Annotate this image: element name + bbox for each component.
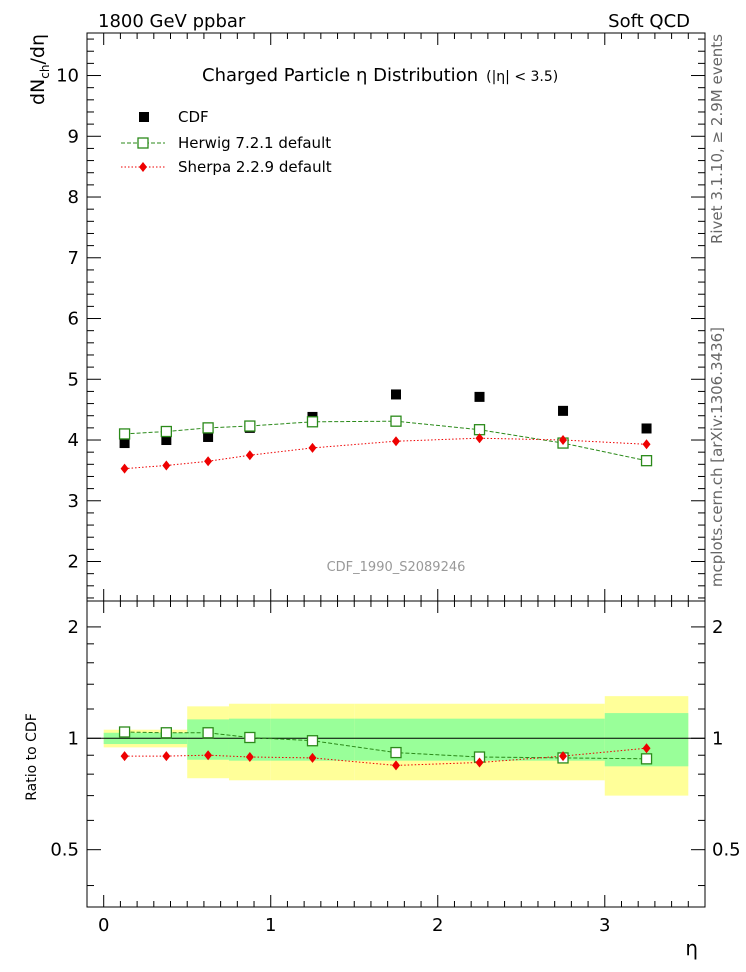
legend: CDF Herwig 7.2.1 default Sherpa 2.2.9 de… [121, 108, 332, 176]
sherpa-ratio-point-8 [642, 743, 651, 754]
ratio-y-tick-label-right-2: 2 [712, 617, 723, 638]
ratio-y-tick-label-right-1: 1 [712, 728, 723, 749]
x-tick-label-2: 2 [432, 915, 443, 936]
sherpa-point-4 [308, 442, 317, 453]
ylabel-dn: dN [27, 79, 49, 105]
herwig-point-6 [473, 424, 486, 436]
herwig-ratio-point-2 [202, 727, 214, 739]
sherpa-point-2 [204, 456, 213, 467]
legend-label-cdf: CDF [178, 108, 209, 126]
mcplots-label: mcplots.cern.ch [arXiv:1306.3436] [708, 327, 726, 587]
y-tick-label-0: 2 [68, 552, 79, 573]
herwig-point-8 [640, 455, 653, 467]
y-tick-label-7: 9 [68, 126, 79, 147]
cdf-point-6 [474, 391, 485, 402]
sherpa-point-8 [642, 439, 651, 450]
cdf-point-8 [641, 423, 652, 434]
x-tick-label-3: 3 [599, 915, 610, 936]
ratio-y-tick-label-2: 2 [68, 617, 79, 638]
legend-marker-cdf [139, 112, 149, 122]
y-tick-label-5: 7 [68, 248, 79, 269]
sherpa-point-6 [475, 433, 484, 444]
plot-title-main: Charged Particle η Distribution [202, 65, 478, 86]
herwig-point-0 [118, 428, 131, 440]
sherpa-ratio-point-2 [204, 750, 213, 761]
cdf-point-7 [558, 405, 569, 416]
herwig-ratio-point-3 [244, 731, 256, 744]
herwig-point-4 [306, 416, 319, 428]
herwig-point-2 [202, 422, 214, 434]
sherpa-ratio-point-3 [245, 752, 254, 763]
herwig-ratio-point-0 [118, 726, 131, 738]
ylabel-tail: /dη [27, 34, 49, 65]
y-tick-label-4: 6 [68, 309, 79, 330]
herwig-ratio-point-4 [306, 735, 319, 747]
main-y-axis-title: dNch/dη [27, 34, 52, 105]
herwig-ratio-point-5 [390, 746, 402, 759]
cdf-point-5 [391, 389, 401, 400]
ratio-plot-frame [86, 600, 706, 908]
herwig-point-5 [390, 415, 402, 427]
sherpa-point-5 [392, 436, 400, 447]
herwig-ratio-point-8 [640, 753, 653, 765]
herwig-ratio-point-1 [160, 727, 172, 739]
legend-label-sherpa: Sherpa 2.2.9 default [178, 158, 332, 176]
plot-title: Charged Particle η Distribution (|η| < 3.… [202, 65, 558, 86]
cdf-point-0 [119, 438, 130, 449]
sherpa-point-3 [245, 450, 254, 461]
ratio-y-tick-label-1: 1 [68, 728, 79, 749]
herwig-point-3 [244, 420, 256, 432]
sherpa-point-0 [120, 463, 129, 474]
legend-marker-herwig [137, 137, 149, 149]
header-right: Soft QCD [608, 11, 690, 32]
plot-title-note: (|η| < 3.5) [486, 69, 558, 85]
y-tick-label-8: 10 [56, 66, 79, 87]
ratio-y-axis-title: Ratio to CDF [24, 713, 40, 801]
sherpa-point-7 [559, 435, 568, 446]
x-axis-title: η [685, 936, 698, 960]
sherpa-point-1 [162, 460, 171, 471]
sherpa-ratio-point-4 [308, 752, 317, 763]
ratio-y-tick-label-right-0: 0.5 [712, 840, 741, 861]
sherpa-ratio-point-5 [392, 760, 400, 771]
y-tick-label-6: 8 [68, 187, 79, 208]
y-tick-label-3: 5 [68, 369, 79, 390]
herwig-point-1 [160, 425, 172, 438]
legend-marker-sherpa [139, 162, 147, 172]
sherpa-ratio-point-7 [559, 751, 568, 762]
sherpa-ratio-point-6 [475, 757, 484, 768]
ylabel-sub: ch [38, 65, 52, 79]
x-tick-label-0: 0 [98, 915, 109, 936]
axis-tick-labels: 0 1 2 3 2 3 4 5 6 7 8 9 10 0.5 0.5 1 1 2 2 [50, 66, 740, 936]
ratio-uncertainty-bands [103, 696, 689, 796]
analysis-id: CDF_1990_S2089246 [327, 560, 466, 575]
data-points [118, 389, 653, 771]
y-tick-label-2: 4 [68, 430, 79, 451]
axis-ticks [87, 33, 705, 907]
ratio-y-tick-label-0: 0.5 [50, 840, 79, 861]
y-tick-label-1: 3 [68, 491, 79, 512]
header-left: 1800 GeV ppbar [98, 11, 246, 32]
rivet-label: Rivet 3.1.10, ≥ 2.9M events [708, 34, 726, 244]
cdf-point-2 [203, 431, 214, 442]
x-tick-label-1: 1 [265, 915, 276, 936]
sherpa-ratio-point-0 [120, 751, 129, 762]
legend-label-herwig: Herwig 7.2.1 default [178, 134, 331, 152]
sherpa-ratio-point-1 [162, 751, 171, 762]
cdf-point-1 [161, 435, 172, 446]
